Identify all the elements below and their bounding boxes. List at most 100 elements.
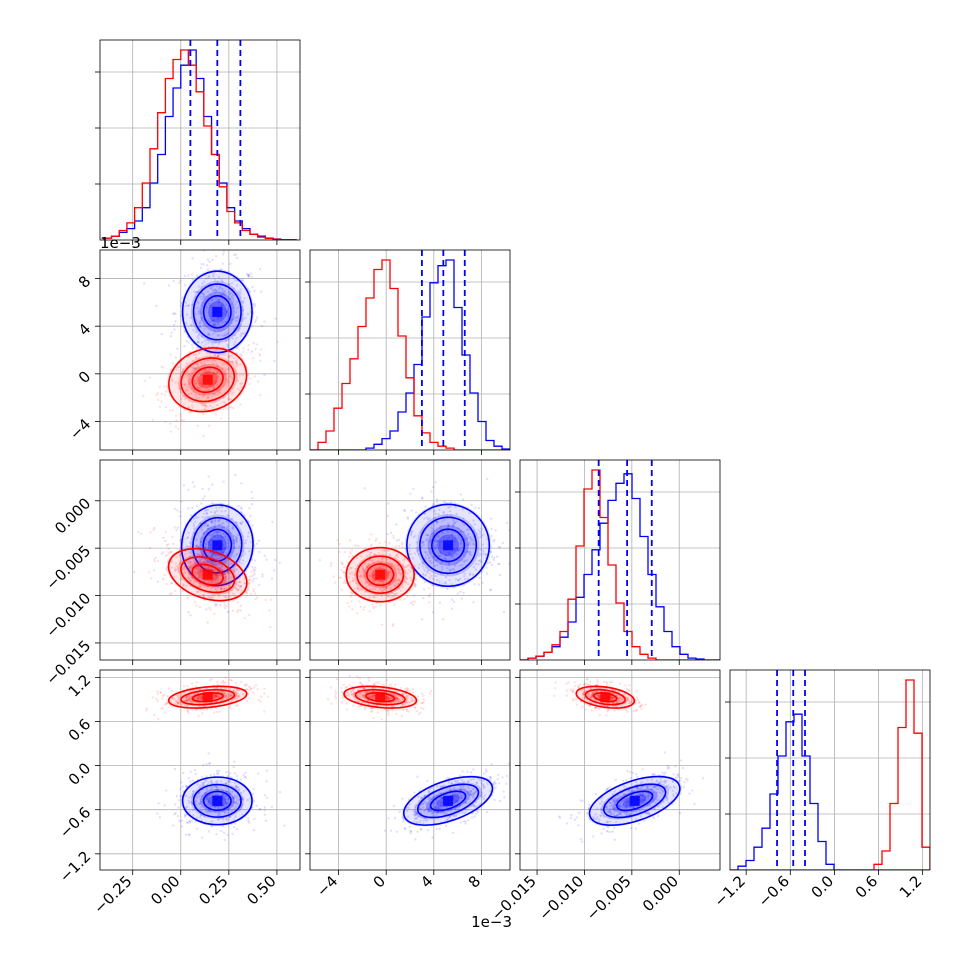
scatter-point: [210, 298, 214, 302]
scatter-point: [225, 353, 228, 356]
scatter-point: [207, 302, 211, 305]
scatter-point: [190, 392, 193, 395]
scatter-point: [209, 404, 212, 408]
scatter-point: [490, 527, 493, 531]
scatter-point: [458, 788, 462, 791]
scatter-point: [200, 319, 203, 322]
scatter-point: [180, 546, 183, 549]
scatter-point: [634, 818, 637, 821]
scatter-point: [401, 797, 404, 800]
scatter-point: [217, 520, 221, 523]
scatter-point: [192, 353, 196, 357]
scatter-point: [370, 710, 373, 713]
scatter-point: [252, 691, 255, 694]
scatter-point: [232, 293, 235, 297]
scatter-point: [214, 587, 217, 591]
scatter-point: [231, 302, 234, 306]
scatter-point: [264, 819, 268, 822]
scatter-point: [641, 793, 644, 796]
scatter-point: [411, 588, 414, 591]
scatter-point: [222, 680, 225, 683]
scatter-point: [457, 549, 460, 552]
scatter-point: [206, 621, 209, 624]
scatter-point: [438, 601, 441, 604]
scatter-point: [209, 544, 213, 547]
scatter-point: [421, 542, 424, 545]
scatter-point: [221, 287, 224, 291]
scatter-point: [393, 593, 396, 596]
scatter-point: [252, 590, 256, 593]
scatter-point: [240, 279, 244, 282]
scatter-point: [608, 807, 611, 811]
scatter-point: [387, 549, 390, 552]
scatter-point: [230, 589, 234, 592]
scatter-point: [253, 302, 256, 306]
scatter-point: [659, 791, 662, 795]
scatter-point: [214, 564, 218, 568]
scatter-point: [220, 303, 223, 307]
scatter-point: [200, 801, 203, 804]
scatter-point: [205, 608, 208, 611]
scatter-point: [368, 596, 371, 599]
scatter-point: [330, 702, 333, 705]
scatter-point: [224, 293, 227, 297]
scatter-point: [155, 393, 158, 396]
scatter-point: [169, 368, 172, 372]
scatter-point: [164, 567, 168, 570]
scatter-point: [494, 782, 497, 785]
scatter-point: [253, 559, 256, 562]
scatter-point: [348, 576, 351, 579]
scatter-point: [191, 700, 195, 704]
scatter-point: [207, 541, 210, 544]
scatter-point: [243, 775, 247, 778]
scatter-point: [226, 809, 229, 812]
scatter-point: [395, 696, 399, 700]
scatter-point: [198, 786, 201, 789]
scatter-point: [207, 752, 210, 755]
scatter-point: [405, 809, 409, 813]
scatter-point: [454, 806, 457, 810]
scatter-point: [207, 368, 210, 372]
scatter-point: [179, 781, 183, 784]
scatter-point: [453, 800, 457, 804]
scatter-point: [198, 310, 201, 313]
scatter-point: [457, 794, 460, 797]
scatter-point: [423, 810, 426, 813]
scatter-point: [239, 296, 243, 299]
scatter-point: [229, 294, 232, 298]
scatter-point: [389, 829, 393, 832]
scatter-point: [467, 532, 470, 535]
scatter-point: [243, 582, 246, 585]
scatter-point: [208, 761, 212, 765]
scatter-point: [206, 396, 209, 400]
scatter-point: [198, 802, 201, 806]
scatter-point: [422, 566, 425, 570]
scatter-point: [163, 385, 166, 388]
scatter-point: [441, 618, 445, 621]
scatter-point: [393, 582, 397, 585]
scatter-point: [330, 561, 333, 565]
scatter-point: [655, 779, 658, 782]
scatter-point: [213, 694, 217, 697]
scatter-point: [452, 815, 456, 818]
scatter-point: [164, 420, 167, 423]
scatter-point: [271, 520, 274, 524]
scatter-point: [216, 680, 219, 684]
scatter-point: [638, 793, 642, 796]
scatter-point: [220, 564, 224, 567]
scatter-point: [236, 256, 239, 260]
scatter-point: [438, 544, 442, 548]
scatter-point: [481, 783, 485, 787]
scatter-point: [251, 565, 254, 569]
scatter-point: [493, 556, 496, 560]
scatter-point: [347, 605, 351, 608]
scatter-point: [187, 799, 190, 802]
scatter-point: [237, 688, 241, 692]
scatter-point: [447, 809, 450, 812]
scatter-point: [218, 575, 221, 578]
scatter-point: [219, 710, 222, 713]
scatter-point: [208, 540, 211, 544]
scatter-point: [455, 796, 459, 799]
scatter-point: [412, 487, 415, 491]
scatter-point: [250, 350, 253, 353]
